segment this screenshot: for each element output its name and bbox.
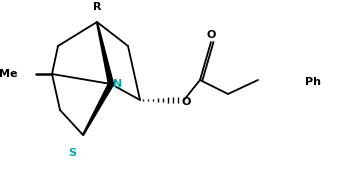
Text: Ph: Ph [305,77,321,87]
Polygon shape [97,22,113,84]
Text: R: R [93,2,101,12]
Text: N: N [113,79,122,89]
Polygon shape [82,83,113,135]
Text: O: O [181,97,191,107]
Text: Me: Me [0,69,18,79]
Text: O: O [206,30,216,40]
Text: S: S [68,148,76,158]
